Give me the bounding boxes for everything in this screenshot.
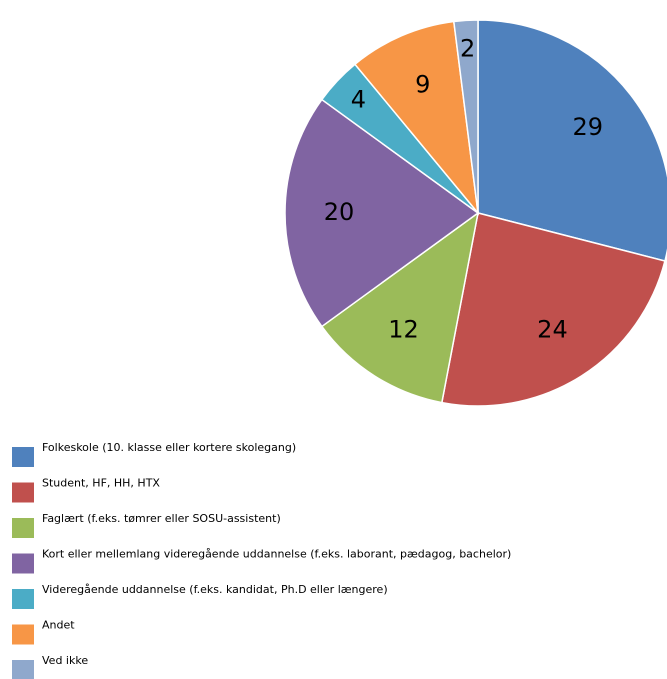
legend-swatch — [12, 518, 34, 538]
legend-label: Ved ikke — [42, 654, 88, 667]
pie-slice — [452, 19, 479, 214]
legend-swatch — [12, 660, 34, 679]
legend-label: Kort eller mellemlang videregående uddan… — [42, 548, 511, 561]
pie-slice — [353, 20, 480, 216]
data-label: 20 — [324, 198, 355, 226]
legend-swatch — [12, 553, 34, 574]
pie-slice — [320, 211, 480, 404]
data-label: 2 — [460, 34, 475, 62]
legend-label: Folkeskole (10. klasse eller kortere sko… — [42, 441, 296, 454]
legend-swatch — [12, 589, 34, 609]
data-label: 4 — [351, 86, 366, 114]
data-label: 24 — [537, 315, 568, 343]
data-label: 12 — [388, 315, 419, 343]
legend-swatch — [12, 624, 34, 645]
pie-slice — [477, 19, 667, 262]
data-label: 9 — [415, 70, 430, 98]
data-label: 29 — [573, 113, 604, 141]
legend-swatch — [12, 482, 34, 503]
legend-label: Faglært (f.eks. tømrer eller SOSU-assist… — [42, 512, 281, 525]
pie-slice — [440, 212, 666, 407]
legend-label: Andet — [42, 619, 75, 632]
legend-label: Videregående uddannelse (f.eks. kandidat… — [42, 583, 388, 596]
legend-swatch — [12, 447, 34, 467]
pie-slice — [284, 98, 480, 328]
legend-label: Student, HF, HH, HTX — [42, 477, 160, 490]
